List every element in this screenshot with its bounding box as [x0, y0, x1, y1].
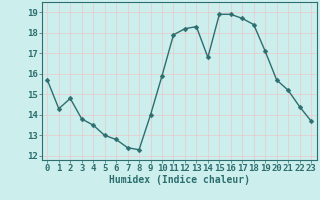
X-axis label: Humidex (Indice chaleur): Humidex (Indice chaleur)	[109, 175, 250, 185]
